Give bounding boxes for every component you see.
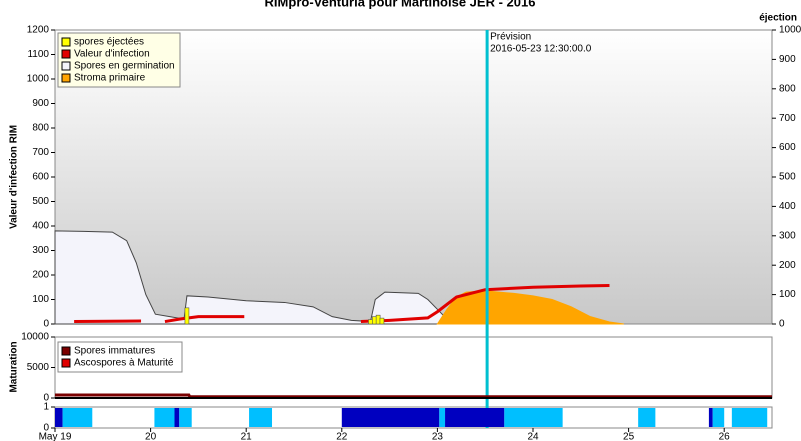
wetness-segment [712, 408, 725, 427]
y-tick-label: 800 [32, 123, 49, 134]
y-tick-label: 500 [779, 172, 796, 183]
y-tick-label: 300 [32, 245, 49, 256]
x-tick-label: 26 [719, 432, 731, 441]
legend-swatch [61, 358, 71, 368]
chart-title: RIMpro-Venturia pour Martinoise JER - 20… [265, 0, 536, 9]
wetness-segment [504, 408, 563, 427]
y-tick-label: 1100 [27, 49, 49, 60]
y-tick-label: 200 [779, 260, 796, 271]
legend-label: Stroma primaire [74, 73, 146, 84]
y-tick-label: 800 [779, 83, 796, 94]
wetness-segment [174, 408, 180, 427]
y-tick-label: 1200 [27, 25, 50, 36]
y-tick-label: 5000 [27, 362, 50, 373]
y-tick-label: 600 [779, 142, 796, 153]
wetness-segment [62, 408, 93, 427]
y-tick-label: 1000 [27, 74, 50, 85]
y-tick-label: 900 [32, 98, 49, 109]
legend-swatch [61, 346, 71, 356]
bar [379, 317, 385, 325]
x-tick-label: May 19 [39, 432, 72, 441]
legend-label: Spores immatures [74, 346, 155, 357]
y-tick-label: 0 [43, 423, 49, 434]
y-tick-label: 400 [32, 221, 49, 232]
wetness-segment [341, 408, 440, 427]
x-tick-label: 20 [145, 432, 157, 441]
wetness-segment [249, 408, 273, 427]
y-tick-label: 300 [779, 230, 796, 241]
x-tick-label: 23 [432, 432, 444, 441]
wetness-segment [638, 408, 656, 427]
y-tick-label: 0 [43, 393, 49, 404]
wetness-segment [439, 408, 446, 427]
y-tick-label: 600 [32, 172, 49, 183]
wetness-segment [55, 408, 63, 427]
wetness-segment [708, 408, 713, 427]
bar [375, 314, 381, 325]
x-tick-label: 25 [623, 432, 635, 441]
legend-swatch [61, 37, 71, 47]
wetness-segment [731, 408, 768, 427]
legend-swatch [61, 49, 71, 59]
y-tick-label: 700 [32, 147, 49, 158]
annotation: Prévision [490, 32, 531, 43]
x-tick-label: 22 [336, 432, 348, 441]
y-tick-label: 400 [779, 201, 796, 212]
legend [57, 341, 183, 373]
y-tick-label: 1000 [779, 25, 801, 36]
bar [372, 316, 377, 325]
x-tick-label: 21 [241, 432, 253, 441]
wetness-segment [154, 408, 175, 427]
legend-label: Valeur d'infection [74, 49, 150, 60]
y-tick-label: 0 [43, 319, 49, 330]
legend-label: spores éjectées [74, 37, 144, 48]
bar [184, 307, 190, 325]
annotation: 2016-05-23 12:30:00.0 [490, 44, 592, 55]
y-tick-label: 1 [43, 402, 49, 413]
y-tick-label: 500 [32, 196, 49, 207]
y-tick-label: 700 [779, 113, 796, 124]
y-tick-label: 100 [779, 289, 796, 300]
legend-label: Ascospores à Maturité [74, 358, 174, 369]
y-tick-label: 900 [779, 54, 796, 65]
y2-axis-label: éjection [759, 13, 797, 24]
line [55, 393, 772, 399]
bar [368, 319, 373, 325]
legend-swatch [61, 61, 71, 71]
wetness-segment [179, 408, 192, 427]
y-axis-label: Valeur d'infection RIM [9, 125, 20, 229]
x-tick-label: 24 [527, 432, 539, 441]
y-tick-label: 200 [32, 270, 49, 281]
y-tick-label: 100 [32, 294, 49, 305]
legend-label: Spores en germination [74, 61, 175, 72]
legend-swatch [61, 73, 71, 83]
legend [57, 32, 181, 88]
y-tick-label: 0 [779, 319, 785, 330]
y-axis-label: Maturation [9, 341, 20, 392]
y-tick-label: 10000 [21, 332, 49, 343]
wetness-segment [445, 408, 505, 427]
